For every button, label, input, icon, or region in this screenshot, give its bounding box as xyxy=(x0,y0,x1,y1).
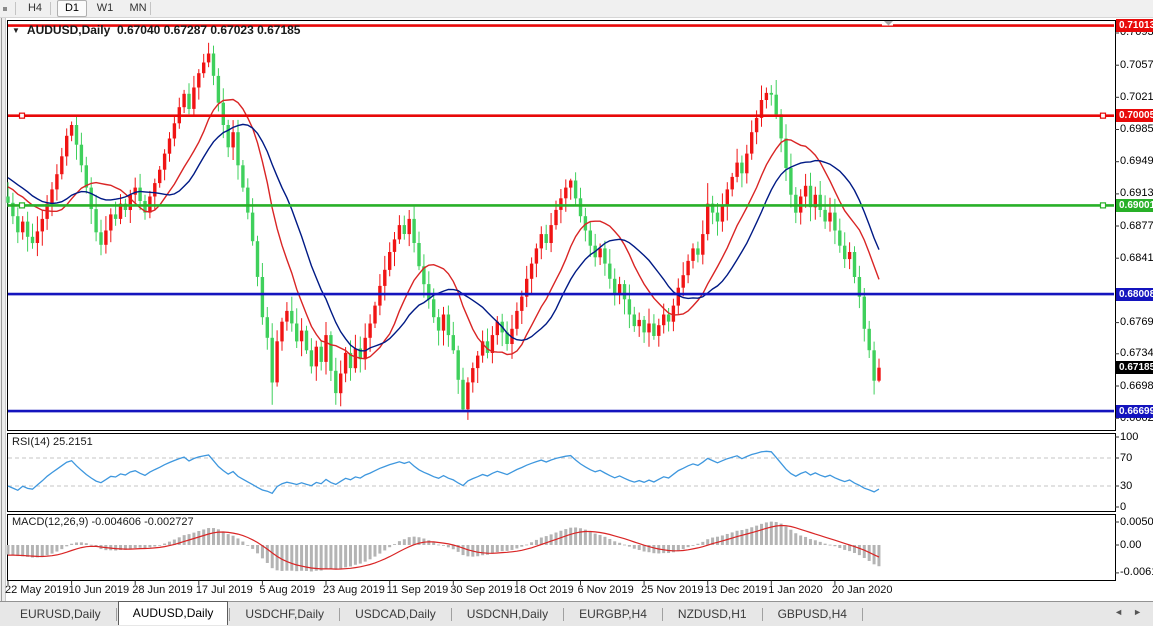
macd-name: MACD(12,26,9) xyxy=(12,516,89,528)
macd-indicator-label: MACD(12,26,9) -0.004606 -0.002727 xyxy=(12,516,194,528)
rsi-axis-label: 30 xyxy=(1120,479,1133,492)
date-label: 1 Jan 2020 xyxy=(768,584,823,596)
candlestick-series xyxy=(6,42,881,420)
hline-handle[interactable] xyxy=(1099,202,1107,209)
tab-eurgbp-h4[interactable]: EURGBP,H4 xyxy=(579,607,647,621)
date-label: 18 Oct 2019 xyxy=(513,584,574,596)
toolbar-separator xyxy=(150,2,151,15)
hline-handle[interactable] xyxy=(18,112,26,119)
toolbar-separator xyxy=(15,2,16,15)
macd-axis-label: 0.005076 xyxy=(1120,515,1153,528)
tab-gbpusd-h4[interactable]: GBPUSD,H4 xyxy=(777,607,847,621)
toolbar-separator xyxy=(50,2,51,15)
timeframe-button-H4[interactable]: H4 xyxy=(27,2,43,14)
date-label: 20 Jan 2020 xyxy=(831,584,893,596)
tab-divider xyxy=(761,607,763,621)
rsi-value: 25.2151 xyxy=(52,436,93,448)
tab-divider xyxy=(450,607,452,621)
chart-tab-bar: EURUSD,Daily AUDUSD,Daily USDCHF,Daily USDC… xyxy=(0,601,1153,626)
ma-slow-line xyxy=(7,123,880,352)
tab-divider xyxy=(563,607,565,621)
chart-symbol-label: AUDUSD,Daily xyxy=(26,23,111,37)
date-label: 17 Jul 2019 xyxy=(195,584,253,596)
date-label: 23 Aug 2019 xyxy=(323,584,385,596)
chart-plot-area[interactable] xyxy=(8,22,1114,429)
chart-ohlc-readout: 0.67040 0.67287 0.67023 0.67185 xyxy=(116,23,301,37)
rsi-axis-label: 70 xyxy=(1120,451,1133,464)
tab-usdcad-daily[interactable]: USDCAD,Daily xyxy=(355,607,436,621)
tab-scroll-right-icon[interactable]: ► xyxy=(1133,607,1142,617)
hline-handle[interactable] xyxy=(18,202,26,209)
date-label: 30 Sep 2019 xyxy=(450,584,513,596)
macd-axis-label: -0.006148 xyxy=(1120,566,1153,579)
timeframe-toolbar: H4 D1 W1 MN xyxy=(0,0,1153,18)
price-badge-0.67185: 0.67185 xyxy=(1116,361,1153,375)
tab-divider xyxy=(661,607,663,621)
tab-nzdusd-h1[interactable]: NZDUSD,H1 xyxy=(677,607,747,621)
rsi-pane-border xyxy=(7,433,1116,512)
chart-title: ▼ AUDUSD,Daily 0.67040 0.67287 0.67023 0.… xyxy=(12,23,300,37)
tab-scroll-left-icon[interactable]: ◄ xyxy=(1114,607,1124,617)
rsi-axis-label: 0 xyxy=(1120,500,1127,513)
price-badge-0.68008: 0.68008 xyxy=(1116,287,1153,301)
rsi-axis-label: 100 xyxy=(1120,430,1139,443)
date-label: 6 Nov 2019 xyxy=(577,584,634,596)
date-label: 22 May 2019 xyxy=(5,584,69,596)
tab-usdcnh-daily[interactable]: USDCNH,Daily xyxy=(466,607,549,621)
chart-dropdown-arrow-icon[interactable]: ▼ xyxy=(12,26,20,35)
rsi-name: RSI(14) xyxy=(12,436,50,448)
tab-divider xyxy=(115,607,117,621)
ma-fast-line xyxy=(7,98,880,360)
date-label: 10 Jun 2019 xyxy=(68,584,130,596)
macd-values: -0.004606 -0.002727 xyxy=(91,516,194,528)
tab-usdchf-daily[interactable]: USDCHF,Daily xyxy=(245,607,325,621)
price-badge-0.71013: 0.71013 xyxy=(1116,19,1153,33)
timeframe-button-MN[interactable]: MN xyxy=(129,2,147,14)
macd-axis-label: 0.00 xyxy=(1120,538,1142,551)
timeframe-button-W1[interactable]: W1 xyxy=(96,2,114,14)
date-label: 13 Dec 2019 xyxy=(704,584,768,596)
price-badge-0.69001: 0.69001 xyxy=(1116,198,1153,212)
macd-signal-line xyxy=(7,524,880,570)
date-label: 28 Jun 2019 xyxy=(132,584,193,596)
date-label: 11 Sep 2019 xyxy=(386,584,449,596)
date-label: 25 Nov 2019 xyxy=(641,584,704,596)
rsi-pane-area[interactable] xyxy=(8,434,1114,511)
tab-eurusd-daily[interactable]: EURUSD,Daily xyxy=(20,607,101,621)
tab-audusd-daily[interactable]: AUDUSD,Daily xyxy=(117,601,229,625)
tab-divider xyxy=(339,607,341,621)
hline-handle[interactable] xyxy=(1099,112,1107,119)
date-label: 5 Aug 2019 xyxy=(259,584,316,596)
chart-shift-marker-icon[interactable] xyxy=(884,21,893,26)
tab-divider xyxy=(229,607,231,621)
toolbar-overflow-dot xyxy=(3,7,7,11)
rsi-indicator-label: RSI(14) 25.2151 xyxy=(12,436,93,448)
rsi-line xyxy=(7,450,880,495)
price-badge-0.70005: 0.70005 xyxy=(1116,109,1153,123)
timeframe-button-D1[interactable]: D1 xyxy=(57,0,87,17)
tab-divider xyxy=(861,607,863,621)
price-badge-0.66699: 0.66699 xyxy=(1116,404,1153,418)
